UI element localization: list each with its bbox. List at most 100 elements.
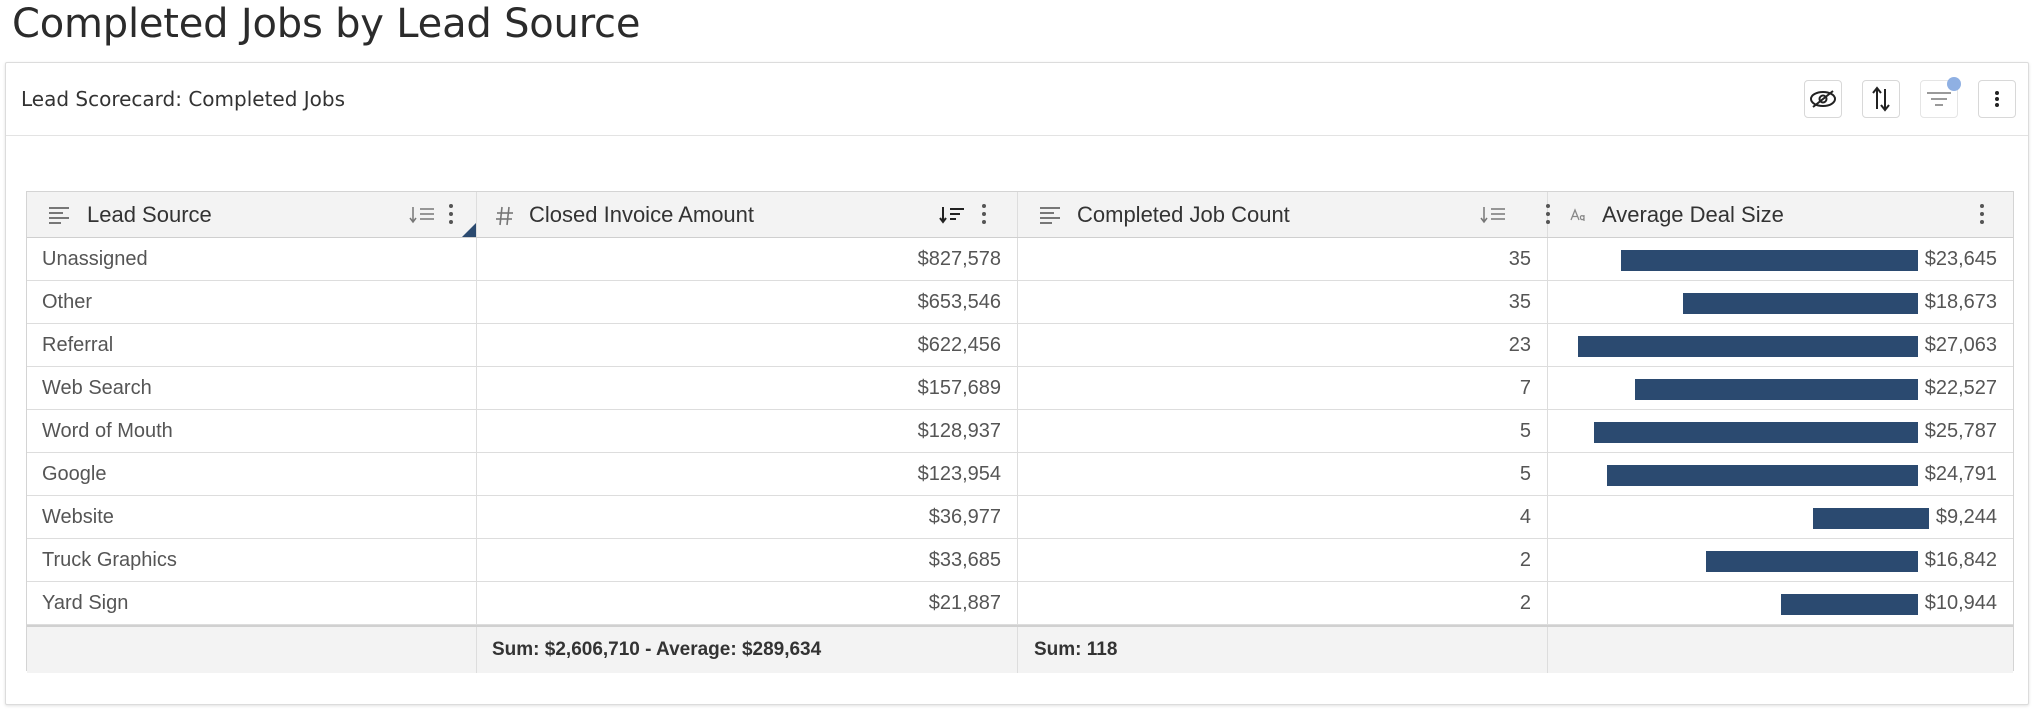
cell-lead-source: Yard Sign xyxy=(27,582,477,624)
hash-icon xyxy=(496,206,513,226)
lead-source-text: Truck Graphics xyxy=(42,548,177,571)
average-text: $24,791 xyxy=(1924,462,1997,485)
average-text: $10,944 xyxy=(1924,591,1997,614)
average-text: $16,842 xyxy=(1924,548,1997,571)
amount-text: $33,685 xyxy=(928,548,1001,571)
grid-footer-row: Sum: $2,606,710 - Average: $289,634 Sum:… xyxy=(27,625,2013,673)
cell-average-deal-size: $16,842 xyxy=(1548,539,2013,581)
sort-lines-icon[interactable] xyxy=(1480,206,1506,224)
deal-size-bar xyxy=(1578,336,1918,357)
average-text: $27,063 xyxy=(1924,333,1997,356)
lead-source-text: Website xyxy=(42,505,114,528)
table-row[interactable]: Referral $622,456 23 $27,063 xyxy=(27,324,2013,367)
table-row[interactable]: Yard Sign $21,887 2 $10,944 xyxy=(27,582,2013,625)
footer-cell-amount: Sum: $2,606,710 - Average: $289,634 xyxy=(477,627,1018,673)
text-lines-icon xyxy=(1040,207,1060,224)
table-row[interactable]: Unassigned $827,578 35 $23,645 xyxy=(27,238,2013,281)
column-header-average-deal-size[interactable]: Average Deal Size xyxy=(1548,192,2013,237)
table-row[interactable]: Google $123,954 5 $24,791 xyxy=(27,453,2013,496)
lead-source-text: Referral xyxy=(42,333,114,356)
cell-completed-job-count: 7 xyxy=(1018,367,1548,409)
table-row[interactable]: Website $36,977 4 $9,244 xyxy=(27,496,2013,539)
font-size-icon xyxy=(1570,208,1585,221)
table-row[interactable]: Other $653,546 35 $18,673 xyxy=(27,281,2013,324)
cell-completed-job-count: 5 xyxy=(1018,453,1548,495)
cell-completed-job-count: 5 xyxy=(1018,410,1548,452)
cell-average-deal-size: $10,944 xyxy=(1548,582,2013,624)
card-header: Lead Scorecard: Completed Jobs xyxy=(6,63,2028,136)
filter-active-indicator xyxy=(1947,77,1961,91)
eye-off-icon xyxy=(1810,90,1836,108)
average-text: $23,645 xyxy=(1924,247,1997,270)
column-header-completed-job-count[interactable]: Completed Job Count xyxy=(1018,192,1551,237)
cell-closed-invoice-amount: $157,689 xyxy=(477,367,1018,409)
cell-average-deal-size: $18,673 xyxy=(1548,281,2013,323)
table-row[interactable]: Web Search $157,689 7 $22,527 xyxy=(27,367,2013,410)
column-menu-icon[interactable] xyxy=(981,204,987,228)
sort-button[interactable] xyxy=(1862,80,1900,118)
cell-completed-job-count: 2 xyxy=(1018,539,1548,581)
column-menu-icon[interactable] xyxy=(1979,204,1985,228)
amount-text: $123,954 xyxy=(917,462,1001,485)
cell-lead-source: Word of Mouth xyxy=(27,410,477,452)
cell-completed-job-count: 2 xyxy=(1018,582,1548,624)
count-text: 4 xyxy=(1519,505,1531,528)
deal-size-bar xyxy=(1781,594,1918,615)
deal-size-bar xyxy=(1621,250,1918,271)
filter-icon xyxy=(1927,92,1951,106)
column-menu-icon[interactable] xyxy=(1545,204,1551,228)
lead-source-text: Yard Sign xyxy=(42,591,129,614)
amount-summary: Sum: $2,606,710 - Average: $289,634 xyxy=(492,639,822,660)
amount-text: $21,887 xyxy=(928,591,1001,614)
sort-lines-icon[interactable] xyxy=(409,206,435,224)
page-title: Completed Jobs by Lead Source xyxy=(12,1,641,47)
count-text: 2 xyxy=(1519,548,1531,571)
cell-average-deal-size: $24,791 xyxy=(1548,453,2013,495)
cell-completed-job-count: 4 xyxy=(1018,496,1548,538)
cell-closed-invoice-amount: $827,578 xyxy=(477,238,1018,280)
amount-text: $128,937 xyxy=(917,419,1001,442)
count-text: 5 xyxy=(1519,462,1531,485)
footer-cell-count: Sum: 118 xyxy=(1018,627,1548,673)
cell-completed-job-count: 35 xyxy=(1018,281,1548,323)
table-row[interactable]: Word of Mouth $128,937 5 $25,787 xyxy=(27,410,2013,453)
column-menu-icon[interactable] xyxy=(448,204,454,228)
sort-arrows-icon xyxy=(1872,86,1890,112)
cell-closed-invoice-amount: $622,456 xyxy=(477,324,1018,366)
average-text: $9,244 xyxy=(1935,505,1997,528)
amount-text: $36,977 xyxy=(928,505,1001,528)
card-title: Lead Scorecard: Completed Jobs xyxy=(21,87,346,111)
table-row[interactable]: Truck Graphics $33,685 2 $16,842 xyxy=(27,539,2013,582)
lead-source-text: Google xyxy=(42,462,107,485)
count-text: 35 xyxy=(1508,247,1531,270)
deal-size-bar xyxy=(1607,465,1918,486)
average-text: $22,527 xyxy=(1924,376,1997,399)
average-text: $25,787 xyxy=(1924,419,1997,442)
cell-lead-source: Web Search xyxy=(27,367,477,409)
lead-source-text: Web Search xyxy=(42,376,152,399)
sort-desc-icon[interactable] xyxy=(939,206,965,224)
column-header-closed-invoice-amount[interactable]: Closed Invoice Amount xyxy=(477,192,1018,237)
column-header-label: Completed Job Count xyxy=(1077,201,1290,227)
cell-lead-source: Truck Graphics xyxy=(27,539,477,581)
amount-text: $622,456 xyxy=(917,333,1001,356)
column-resize-handle[interactable] xyxy=(462,223,476,237)
count-text: 35 xyxy=(1508,290,1531,313)
amount-text: $653,546 xyxy=(917,290,1001,313)
more-options-button[interactable] xyxy=(1978,80,2016,118)
amount-text: $157,689 xyxy=(917,376,1001,399)
hide-columns-button[interactable] xyxy=(1804,80,1842,118)
filter-button[interactable] xyxy=(1920,77,1961,118)
cell-closed-invoice-amount: $36,977 xyxy=(477,496,1018,538)
footer-cell-average xyxy=(1548,627,2013,673)
count-text: 2 xyxy=(1519,591,1531,614)
count-text: 5 xyxy=(1519,419,1531,442)
cell-lead-source: Website xyxy=(27,496,477,538)
cell-average-deal-size: $22,527 xyxy=(1548,367,2013,409)
column-header-label: Lead Source xyxy=(87,201,212,227)
cell-closed-invoice-amount: $128,937 xyxy=(477,410,1018,452)
cell-closed-invoice-amount: $21,887 xyxy=(477,582,1018,624)
count-summary: Sum: 118 xyxy=(1034,639,1118,660)
deal-size-bar xyxy=(1706,551,1918,572)
column-header-lead-source[interactable]: Lead Source xyxy=(27,192,477,237)
